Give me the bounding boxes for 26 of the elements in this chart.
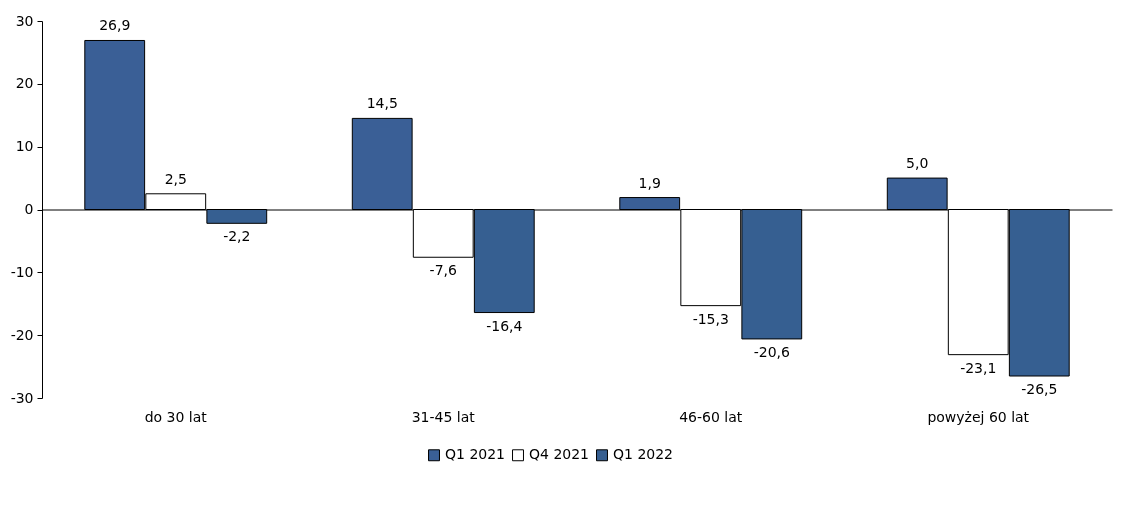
data-label: -23,1 xyxy=(960,359,997,376)
data-label: -16,4 xyxy=(486,317,523,334)
x-tick-label: 46-60 lat xyxy=(679,408,743,425)
data-label: 2,5 xyxy=(164,170,187,187)
data-label: 1,9 xyxy=(638,174,661,191)
y-tick-label: 10 xyxy=(15,138,34,155)
data-label: -7,6 xyxy=(429,262,457,279)
y-tick-label: 20 xyxy=(15,75,34,92)
data-label: -20,6 xyxy=(753,343,790,360)
x-tick-label: powyżej 60 lat xyxy=(927,408,1030,425)
data-label: -2,2 xyxy=(223,228,251,245)
legend-label: Q1 2022 xyxy=(613,446,674,463)
y-tick-label: -20 xyxy=(10,326,34,343)
x-tick-label: do 30 lat xyxy=(144,408,208,425)
legend-label: Q1 2021 xyxy=(445,446,506,463)
data-label: 5,0 xyxy=(906,155,929,172)
data-label: -26,5 xyxy=(1021,381,1058,398)
y-tick-label: -30 xyxy=(10,389,34,406)
y-tick-label: 0 xyxy=(24,201,34,217)
data-label: 26,9 xyxy=(99,17,131,34)
legend-label: Q4 2021 xyxy=(529,446,590,463)
y-tick-label: 30 xyxy=(15,12,34,29)
data-label: 14,5 xyxy=(366,95,398,112)
data-label: -15,3 xyxy=(692,310,729,327)
x-tick-label: 31-45 lat xyxy=(411,408,476,425)
y-tick-label: -10 xyxy=(10,263,34,280)
